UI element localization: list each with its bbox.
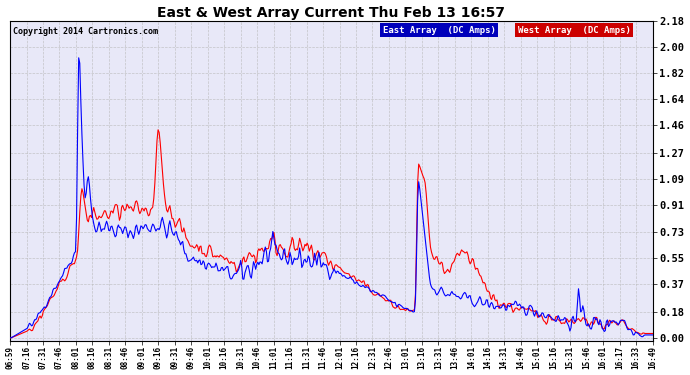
Text: Copyright 2014 Cartronics.com: Copyright 2014 Cartronics.com — [13, 27, 158, 36]
Text: West Array  (DC Amps): West Array (DC Amps) — [518, 26, 631, 34]
Text: East Array  (DC Amps): East Array (DC Amps) — [383, 26, 495, 34]
Title: East & West Array Current Thu Feb 13 16:57: East & West Array Current Thu Feb 13 16:… — [157, 6, 505, 20]
